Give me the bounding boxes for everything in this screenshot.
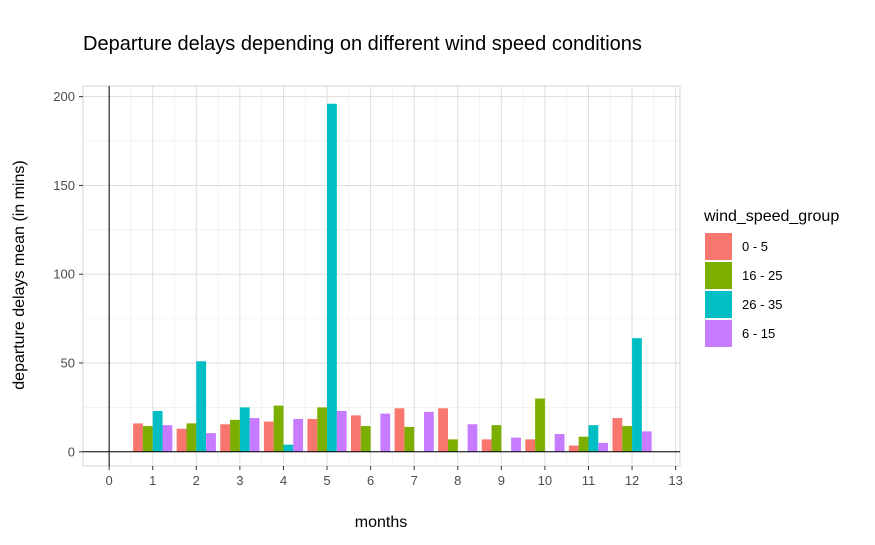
y-tick-label: 50 — [61, 356, 75, 371]
x-tick-label: 12 — [625, 473, 639, 488]
bar — [612, 418, 623, 452]
x-axis-title: months — [355, 514, 407, 531]
bar — [641, 431, 652, 452]
bar — [162, 425, 173, 452]
bar — [327, 103, 337, 452]
x-tick-label: 10 — [538, 473, 552, 488]
y-tick-label: 150 — [53, 178, 75, 193]
bar — [317, 407, 328, 452]
bar — [196, 361, 207, 452]
bar — [380, 413, 391, 452]
x-tick-label: 6 — [367, 473, 374, 488]
legend-title: wind_speed_group — [703, 208, 839, 225]
bar — [554, 434, 565, 452]
bar — [230, 419, 240, 452]
y-tick-label: 0 — [68, 444, 75, 459]
bar — [360, 426, 371, 452]
x-tick-label: 2 — [193, 473, 200, 488]
legend-key — [705, 320, 732, 347]
x-tick-label: 8 — [454, 473, 461, 488]
x-tick-label: 7 — [411, 473, 418, 488]
bar — [511, 437, 521, 452]
bar — [481, 439, 492, 452]
legend-label: 16 - 25 — [742, 268, 782, 283]
x-tick-label: 0 — [106, 473, 113, 488]
bar — [336, 410, 347, 452]
x-tick-label: 4 — [280, 473, 287, 488]
bar — [239, 407, 250, 452]
bar — [293, 418, 304, 452]
bar — [598, 442, 609, 452]
chart-title: Departure delays depending on different … — [83, 33, 642, 55]
bar — [404, 426, 415, 452]
legend: wind_speed_group 0 - 5 16 - 25 26 - 35 6 - … — [703, 208, 839, 347]
bar — [176, 428, 187, 452]
bar — [142, 426, 153, 452]
x-tick-label: 11 — [582, 473, 596, 488]
legend-label: 6 - 15 — [742, 326, 775, 341]
bar — [283, 444, 294, 452]
bar — [447, 439, 458, 452]
bar — [535, 398, 545, 452]
bar — [622, 426, 633, 452]
y-tick-label: 200 — [53, 89, 75, 104]
x-tick-label: 3 — [236, 473, 243, 488]
bar — [423, 411, 434, 452]
bar — [273, 405, 284, 452]
legend-key — [705, 291, 732, 318]
legend-key — [705, 233, 732, 260]
y-axis-title: departure delays mean (in mins) — [11, 160, 28, 389]
bar — [350, 415, 361, 452]
bar — [220, 424, 231, 452]
bar — [568, 445, 579, 452]
bar — [588, 425, 599, 452]
panel-border — [82, 85, 681, 467]
x-tick-label: 1 — [149, 473, 156, 488]
bar — [578, 436, 589, 452]
legend-key — [705, 262, 732, 289]
bar — [525, 439, 536, 452]
bar — [249, 418, 260, 452]
x-tick-label: 5 — [323, 473, 330, 488]
x-tick-label: 9 — [498, 473, 505, 488]
legend-label: 26 - 35 — [742, 297, 782, 312]
bar — [467, 424, 478, 452]
bar — [186, 423, 197, 452]
bar — [438, 408, 448, 452]
bar — [206, 433, 216, 452]
bar — [263, 421, 274, 452]
bar — [152, 410, 163, 452]
legend-label: 0 - 5 — [742, 239, 768, 254]
bar — [491, 425, 502, 452]
bar — [307, 418, 318, 452]
y-tick-label: 100 — [53, 267, 75, 282]
bar — [133, 423, 143, 452]
x-tick-label: 13 — [668, 473, 682, 488]
bar — [394, 408, 405, 452]
bar — [632, 338, 642, 452]
